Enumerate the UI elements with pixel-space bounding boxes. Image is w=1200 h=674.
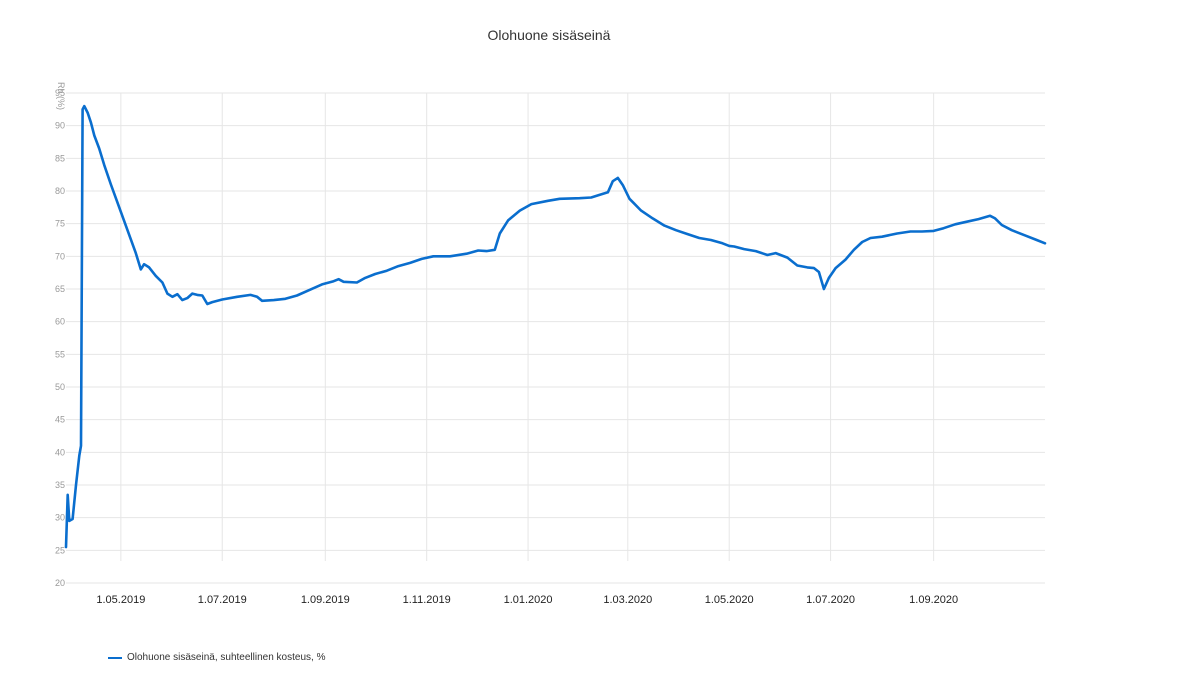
chart-title: Olohuone sisäseinä — [488, 27, 611, 43]
y-tick-label: 90 — [55, 121, 65, 131]
x-tick-label: 1.07.2019 — [198, 594, 247, 606]
legend-item[interactable]: Olohuone sisäseinä, suhteellinen kosteus… — [108, 652, 325, 663]
y-tick-label: 45 — [55, 415, 65, 425]
y-tick-label: 75 — [55, 219, 65, 229]
x-tick-label: 1.03.2020 — [603, 594, 652, 606]
y-tick-label: 50 — [55, 382, 65, 392]
gridlines — [66, 92, 1045, 584]
series-layer — [64, 104, 1047, 549]
y-tick-label: 20 — [55, 578, 65, 588]
series-line — [64, 104, 1047, 549]
y-tick-label: 40 — [55, 447, 65, 457]
y-tick-label: 70 — [55, 251, 65, 261]
y-tick-label: 95 — [55, 88, 65, 98]
x-tick-label: 1.09.2019 — [301, 594, 350, 606]
y-axis-label: Rh (%) — [56, 82, 66, 110]
x-tick-label: 1.05.2020 — [705, 594, 754, 606]
legend-label: Olohuone sisäseinä, suhteellinen kosteus… — [127, 652, 326, 663]
y-axis-ticks: 20 25 30 35 40 45 50 55 60 65 70 75 80 85 90 95 — [55, 88, 65, 588]
x-axis-ticks: 1.05.2019 1.07.2019 1.09.2019 1.11.2019 1.01… — [96, 594, 958, 606]
y-tick-label: 65 — [55, 284, 65, 294]
legend-swatch — [108, 656, 122, 659]
y-tick-label: 80 — [55, 186, 65, 196]
y-tick-label: 35 — [55, 480, 65, 490]
x-tick-label: 1.07.2020 — [806, 594, 855, 606]
y-tick-label: 85 — [55, 153, 65, 163]
x-tick-label: 1.11.2019 — [403, 594, 451, 606]
y-tick-label: 30 — [55, 513, 65, 523]
y-tick-label: 60 — [55, 317, 65, 327]
y-tick-label: 55 — [55, 349, 65, 359]
x-tick-label: 1.01.2020 — [504, 594, 553, 606]
x-tick-label: 1.05.2019 — [96, 594, 145, 606]
y-tick-label: 25 — [55, 545, 65, 555]
x-tick-label: 1.09.2020 — [909, 594, 958, 606]
